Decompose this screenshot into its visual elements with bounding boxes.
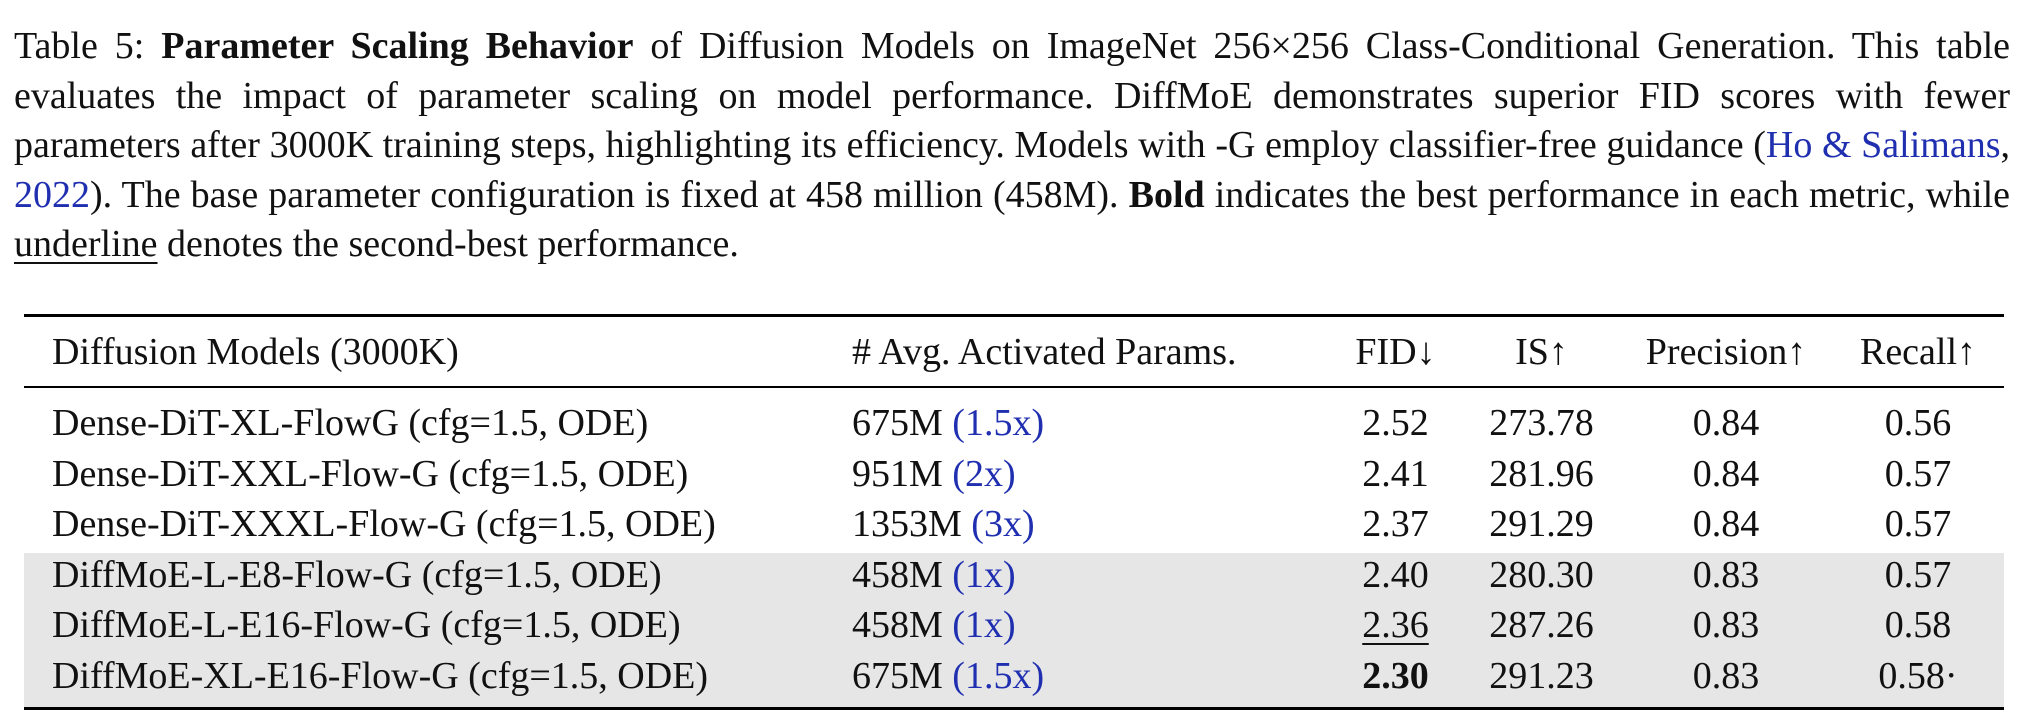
table-header-rule xyxy=(24,386,2004,388)
params-cell: 458M (1x) xyxy=(852,600,1328,651)
precision-value: 0.83 xyxy=(1692,654,1760,697)
params-cell: 951M (2x) xyxy=(852,449,1328,500)
table-row: Dense-DiT-XL-FlowG (cfg=1.5, ODE) 675M (… xyxy=(24,398,2004,449)
header-fid: FID↓ xyxy=(1355,331,1436,373)
params-multiplier: (1.5x) xyxy=(952,402,1045,444)
recall-value: 0.58 xyxy=(1884,604,1952,646)
is-value: 281.96 xyxy=(1489,452,1594,495)
citation-year-link[interactable]: 2022 xyxy=(14,173,90,216)
params-multiplier: (2x) xyxy=(952,452,1016,495)
header-params: # Avg. Activated Params. xyxy=(852,331,1237,373)
recall-value: 0.57 xyxy=(1884,452,1952,495)
fid-value: 2.37 xyxy=(1362,503,1429,545)
precision-value: 0.83 xyxy=(1692,604,1760,646)
params-value: 675M xyxy=(852,402,943,444)
caption-title: Parameter Scaling Behavior xyxy=(161,25,634,67)
caption-label: Table 5: xyxy=(14,25,145,67)
header-model: Diffusion Models (3000K) xyxy=(52,331,459,373)
precision-value: 0.84 xyxy=(1692,503,1760,545)
precision-value: 0.84 xyxy=(1692,402,1760,444)
model-name: Dense-DiT-XXXL-Flow-G (cfg=1.5, ODE) xyxy=(52,503,716,545)
params-value: 951M xyxy=(852,452,943,495)
params-cell: 675M (1.5x) xyxy=(852,651,1328,702)
fid-value-best: 2.30 xyxy=(1328,651,1463,702)
params-value: 458M xyxy=(852,553,943,596)
table-bottom-rule xyxy=(24,707,2004,710)
diffmoe-rows-highlight xyxy=(24,553,2004,707)
table-row: DiffMoE-L-E8-Flow-G (cfg=1.5, ODE) 458M … xyxy=(24,550,2004,601)
model-name: Dense-DiT-XXL-Flow-G (cfg=1.5, ODE) xyxy=(52,452,689,495)
model-name: Dense-DiT-XL-FlowG (cfg=1.5, ODE) xyxy=(52,402,649,444)
recall-value: 0.58· xyxy=(1878,654,1958,697)
header-row: Diffusion Models (3000K) # Avg. Activate… xyxy=(24,324,2004,380)
fid-second-best: 2.36 xyxy=(1362,604,1429,646)
results-table: Dense-DiT-XL-FlowG (cfg=1.5, ODE) 675M (… xyxy=(24,398,2004,701)
table-caption: Table 5: Parameter Scaling Behavior of D… xyxy=(14,22,2010,270)
caption-underline-word: underline xyxy=(14,223,158,265)
citation-authors-link[interactable]: Ho & Salimans xyxy=(1765,124,2001,166)
params-value: 675M xyxy=(852,654,943,697)
results-table-header: Diffusion Models (3000K) # Avg. Activate… xyxy=(24,324,2004,380)
table-top-rule xyxy=(24,314,2004,317)
header-is: IS↑ xyxy=(1515,331,1568,373)
params-cell: 675M (1.5x) xyxy=(852,398,1328,449)
is-value: 273.78 xyxy=(1489,402,1594,444)
header-recall: Recall↑ xyxy=(1859,331,1977,373)
caption-text-3: indicates the best performance in each m… xyxy=(1204,173,2010,216)
fid-best: 2.30 xyxy=(1362,654,1429,697)
params-cell: 1353M (3x) xyxy=(852,499,1328,550)
is-value: 287.26 xyxy=(1489,604,1594,646)
recall-value: 0.56 xyxy=(1884,402,1952,444)
precision-value: 0.83 xyxy=(1692,553,1760,596)
recall-value: 0.57 xyxy=(1884,553,1952,596)
model-name: DiffMoE-L-E16-Flow-G (cfg=1.5, ODE) xyxy=(52,604,681,646)
model-name: DiffMoE-L-E8-Flow-G (cfg=1.5, ODE) xyxy=(52,553,662,596)
params-multiplier: (1x) xyxy=(952,604,1016,646)
caption-bold-word: Bold xyxy=(1128,173,1205,216)
params-multiplier: (3x) xyxy=(971,503,1035,545)
params-value: 1353M xyxy=(852,503,962,545)
recall-value: 0.57 xyxy=(1884,503,1952,545)
is-value: 280.30 xyxy=(1489,553,1594,596)
is-value: 291.23 xyxy=(1489,654,1594,697)
precision-value: 0.84 xyxy=(1692,452,1760,495)
citation-separator: , xyxy=(2000,124,2011,166)
caption-text-1: of Diffusion Models on ImageNet 256×256 … xyxy=(14,25,2011,166)
fid-value: 2.41 xyxy=(1362,452,1429,495)
table-row: DiffMoE-L-E16-Flow-G (cfg=1.5, ODE) 458M… xyxy=(24,600,2004,651)
params-multiplier: (1.5x) xyxy=(952,654,1045,697)
table-row: Dense-DiT-XXL-Flow-G (cfg=1.5, ODE) 951M… xyxy=(24,449,2004,500)
header-precision: Precision↑ xyxy=(1645,331,1807,373)
fid-value-second-best: 2.36 xyxy=(1328,600,1463,651)
params-cell: 458M (1x) xyxy=(852,550,1328,601)
params-value: 458M xyxy=(852,604,943,646)
params-multiplier: (1x) xyxy=(952,553,1016,596)
caption-text-2: ). The base parameter configuration is f… xyxy=(90,173,1129,216)
table-row: DiffMoE-XL-E16-Flow-G (cfg=1.5, ODE) 675… xyxy=(24,651,2004,702)
is-value: 291.29 xyxy=(1489,503,1594,545)
model-name: DiffMoE-XL-E16-Flow-G (cfg=1.5, ODE) xyxy=(52,654,709,697)
caption-text-4: denotes the second-best performance. xyxy=(157,223,739,265)
table-row: Dense-DiT-XXXL-Flow-G (cfg=1.5, ODE) 135… xyxy=(24,499,2004,550)
fid-value: 2.40 xyxy=(1362,553,1429,596)
fid-value: 2.52 xyxy=(1362,402,1429,444)
